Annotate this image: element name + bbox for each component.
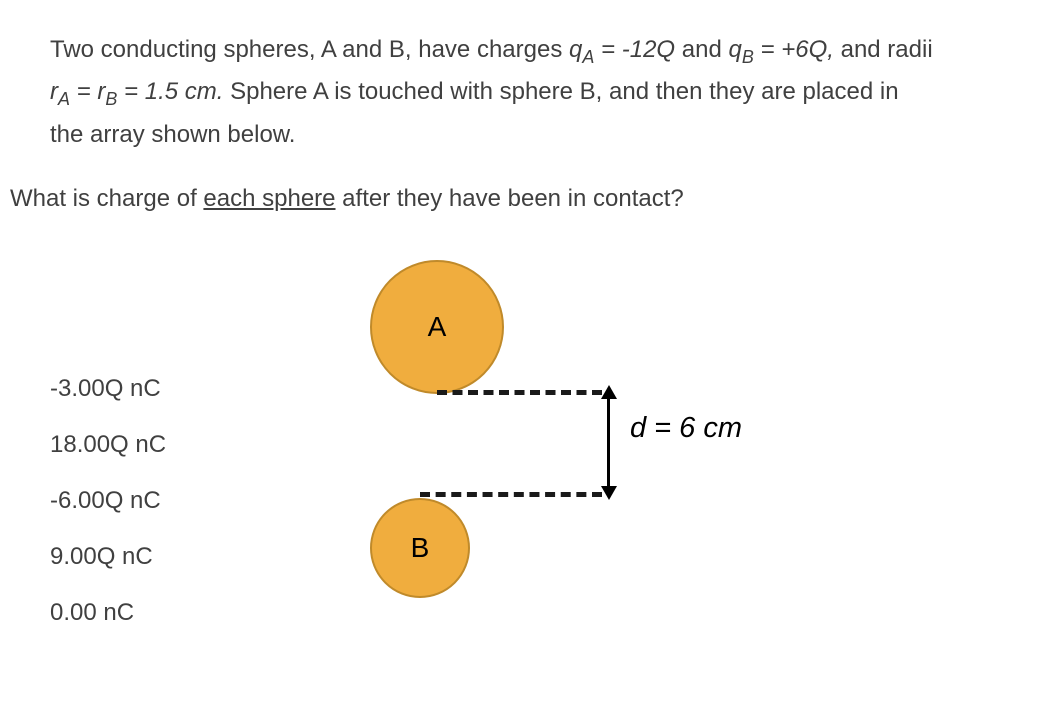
subscript-rB: B: [105, 89, 117, 109]
distance-label: d = 6 cm: [630, 412, 742, 445]
value-qB: = +6Q,: [754, 36, 834, 63]
dashed-line-bottom: [420, 492, 602, 497]
subscript-B: B: [742, 47, 754, 67]
question-underlined: each sphere: [203, 185, 335, 212]
option-5[interactable]: 0.00 nC: [50, 599, 166, 627]
symbol-rA: r: [50, 78, 58, 105]
diagram-container: A d = 6 cm B: [370, 260, 870, 640]
text-line3: the array shown below.: [50, 121, 295, 148]
option-4[interactable]: 9.00Q nC: [50, 543, 166, 571]
symbol-qA: q: [569, 36, 582, 63]
sphere-a-label: A: [428, 311, 447, 343]
dashed-line-top: [437, 390, 602, 395]
option-1[interactable]: -3.00Q nC: [50, 375, 166, 403]
symbol-qB: q: [728, 36, 741, 63]
radii-value: = 1.5 cm.: [117, 78, 223, 105]
question-prefix: What is charge of: [10, 185, 203, 212]
question-suffix: after they have been in contact?: [336, 185, 684, 212]
subscript-rA: A: [58, 89, 70, 109]
problem-statement: Two conducting spheres, A and B, have ch…: [50, 30, 1010, 155]
text-and: and: [675, 36, 728, 63]
dimension-line: [607, 392, 610, 494]
sphere-b-label: B: [411, 532, 430, 564]
question-text: What is charge of each sphere after they…: [10, 185, 684, 213]
value-qA: = -12Q: [594, 36, 675, 63]
eq-sign: =: [70, 78, 97, 105]
text-and-radii: and radii: [834, 36, 933, 63]
sphere-b: B: [370, 498, 470, 598]
arrow-down-icon: [601, 486, 617, 500]
text-fragment: Two conducting spheres, A and B, have ch…: [50, 36, 569, 63]
option-3[interactable]: -6.00Q nC: [50, 487, 166, 515]
answer-options: -3.00Q nC 18.00Q nC -6.00Q nC 9.00Q nC 0…: [50, 375, 166, 627]
text-line2-rest: Sphere A is touched with sphere B, and t…: [223, 78, 898, 105]
sphere-a: A: [370, 260, 504, 394]
subscript-A: A: [582, 47, 594, 67]
option-2[interactable]: 18.00Q nC: [50, 431, 166, 459]
